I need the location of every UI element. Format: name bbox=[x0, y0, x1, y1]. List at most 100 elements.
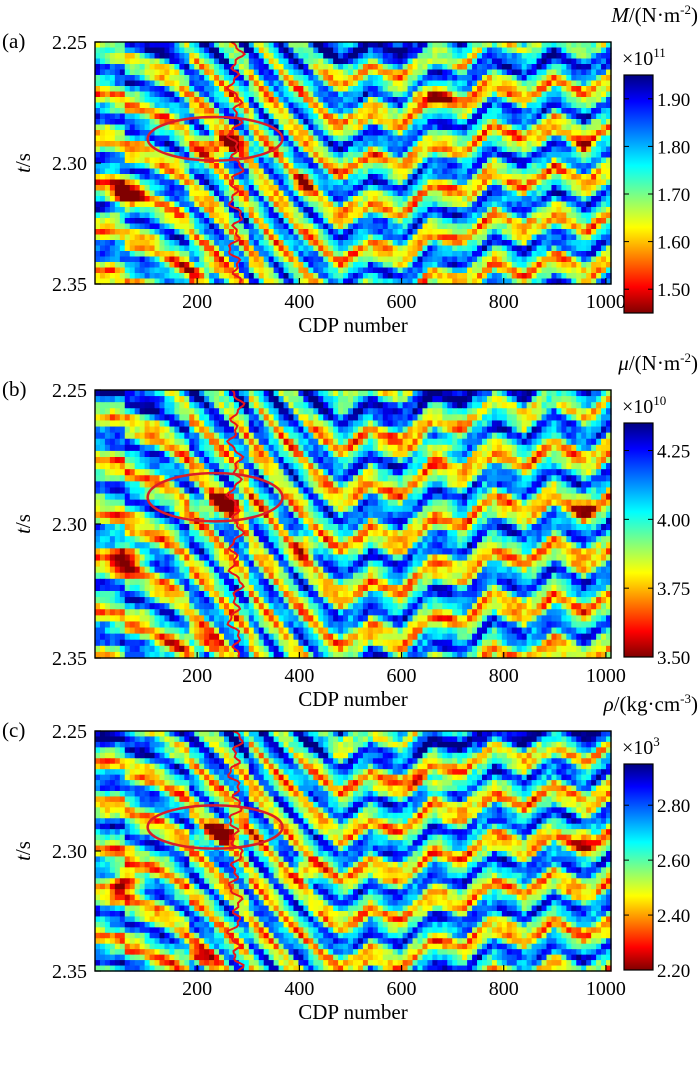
heatmap-cell bbox=[323, 234, 329, 241]
heatmap-cell bbox=[432, 157, 438, 164]
heatmap-cell bbox=[472, 108, 478, 115]
heatmap-cell bbox=[164, 207, 171, 214]
heatmap-cell bbox=[204, 201, 210, 208]
heatmap-cell bbox=[606, 47, 612, 54]
heatmap-cell bbox=[343, 174, 349, 181]
heatmap-cell bbox=[184, 223, 190, 230]
heatmap-cell bbox=[427, 47, 433, 54]
heatmap-cell bbox=[482, 80, 488, 87]
heatmap-cell bbox=[199, 152, 205, 159]
heatmap-cell bbox=[531, 119, 538, 126]
heatmap-cell bbox=[99, 408, 106, 415]
heatmap-cell bbox=[571, 267, 577, 274]
heatmap-cell bbox=[551, 190, 558, 197]
heatmap-cell bbox=[432, 390, 438, 397]
heatmap-cell bbox=[238, 174, 245, 181]
heatmap-cell bbox=[353, 152, 359, 159]
heatmap-cell bbox=[367, 64, 374, 71]
heatmap-cell bbox=[273, 185, 280, 192]
heatmap-cell bbox=[402, 390, 409, 397]
heatmap-cell bbox=[308, 97, 314, 104]
heatmap-cell bbox=[99, 218, 106, 225]
heatmap-cell bbox=[268, 86, 275, 93]
heatmap-cell bbox=[387, 119, 394, 126]
heatmap-cell bbox=[536, 91, 543, 98]
heatmap-cell bbox=[353, 190, 359, 197]
heatmap-cell bbox=[516, 256, 523, 263]
heatmap-cell bbox=[338, 408, 344, 415]
heatmap-cell bbox=[308, 273, 314, 280]
heatmap-cell bbox=[184, 179, 190, 186]
heatmap-cell bbox=[333, 402, 339, 409]
heatmap-cell bbox=[109, 58, 116, 65]
heatmap-cell bbox=[209, 185, 215, 192]
heatmap-cell bbox=[323, 179, 329, 186]
heatmap-cell bbox=[253, 141, 260, 148]
heatmap-cell bbox=[531, 163, 538, 170]
heatmap-cell bbox=[397, 256, 404, 263]
heatmap-cell bbox=[179, 58, 185, 65]
heatmap-cell bbox=[328, 185, 334, 192]
heatmap-cell bbox=[367, 207, 374, 214]
colorbar-scale-exp: 11 bbox=[653, 45, 666, 60]
heatmap-cell bbox=[362, 64, 369, 71]
heatmap-cell bbox=[357, 207, 364, 214]
heatmap-cell bbox=[417, 212, 424, 219]
heatmap-cell bbox=[516, 130, 523, 137]
x-axis-label: CDP number bbox=[298, 313, 407, 337]
heatmap-cell bbox=[546, 262, 553, 269]
heatmap-cell bbox=[283, 58, 290, 65]
heatmap-cell bbox=[591, 97, 597, 104]
heatmap-cell bbox=[328, 251, 334, 258]
heatmap-cell bbox=[253, 168, 260, 175]
heatmap-cell bbox=[283, 201, 290, 208]
heatmap-cell bbox=[531, 196, 538, 203]
heatmap-cell bbox=[541, 196, 548, 203]
heatmap-cell bbox=[387, 402, 394, 409]
heatmap-cell bbox=[541, 108, 548, 115]
heatmap-cell bbox=[402, 152, 409, 159]
heatmap-cell bbox=[313, 174, 319, 181]
heatmap-cell bbox=[114, 135, 121, 142]
heatmap-cell bbox=[521, 251, 528, 258]
heatmap-cell bbox=[422, 218, 429, 225]
heatmap-cell bbox=[233, 152, 240, 159]
heatmap-cell bbox=[561, 130, 567, 137]
heatmap-cell bbox=[233, 218, 240, 225]
heatmap-cell bbox=[601, 234, 607, 241]
heatmap-cell bbox=[596, 157, 602, 164]
heatmap-cell bbox=[482, 53, 488, 60]
heatmap-cell bbox=[278, 223, 285, 230]
heatmap-cell bbox=[204, 141, 210, 148]
heatmap-cell bbox=[204, 86, 210, 93]
heatmap-cell bbox=[467, 58, 473, 65]
heatmap-cell bbox=[491, 273, 498, 280]
heatmap-cell bbox=[546, 119, 553, 126]
heatmap-cell bbox=[372, 190, 379, 197]
heatmap-cell bbox=[427, 190, 433, 197]
heatmap-cell bbox=[174, 113, 180, 120]
heatmap-cell bbox=[447, 64, 453, 71]
heatmap-cell bbox=[367, 97, 374, 104]
heatmap-cell bbox=[367, 396, 374, 403]
heatmap-cell bbox=[437, 163, 443, 170]
heatmap-cell bbox=[556, 119, 562, 126]
heatmap-cell bbox=[228, 69, 235, 76]
heatmap-cell bbox=[159, 75, 166, 82]
heatmap-cell bbox=[422, 273, 429, 280]
heatmap-cell bbox=[447, 251, 453, 258]
heatmap-cell bbox=[194, 69, 200, 76]
heatmap-cell bbox=[149, 234, 156, 241]
heatmap-cell bbox=[293, 240, 300, 247]
heatmap-cell bbox=[268, 80, 275, 87]
heatmap-cell bbox=[273, 251, 280, 258]
heatmap-cell bbox=[362, 267, 369, 274]
heatmap-cell bbox=[442, 141, 448, 148]
heatmap-cell bbox=[531, 124, 538, 131]
heatmap-cell bbox=[258, 396, 265, 403]
heatmap-cell bbox=[536, 58, 543, 65]
heatmap-cell bbox=[238, 396, 245, 403]
heatmap-cell bbox=[377, 207, 384, 214]
heatmap-cell bbox=[228, 390, 235, 397]
heatmap-cell bbox=[412, 53, 419, 60]
